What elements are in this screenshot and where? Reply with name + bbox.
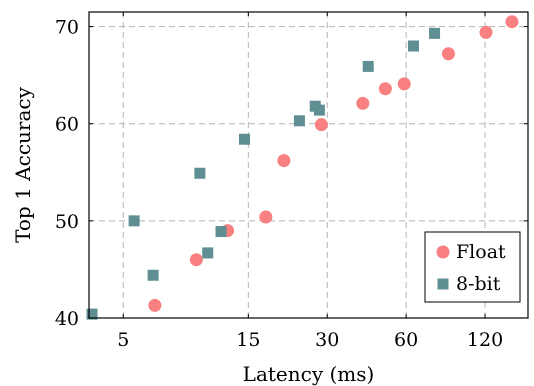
8bit-point [215,226,227,238]
8bit-point [238,133,250,145]
8bit-point [147,269,159,281]
float-point [277,154,291,168]
data-points [86,15,519,320]
legend-float-label: Float [456,241,506,263]
legend: Float 8-bit [424,231,521,303]
grid [89,12,528,318]
x-tick-label: 60 [394,329,418,351]
float-point [314,118,328,132]
float-point [259,210,273,224]
y-tick-label: 50 [55,211,79,233]
float-point [505,15,519,29]
x-tick-label: 120 [467,329,503,351]
8bit-point [194,167,206,179]
8bit-point [293,115,305,127]
legend-box [424,231,521,303]
float-point [148,298,162,312]
y-tick-label: 40 [55,308,79,330]
float-point [378,82,392,96]
8bit-point [128,215,140,227]
float-point [397,77,411,91]
float-point [189,253,203,267]
legend-8bit-label: 8-bit [456,273,501,295]
8bit-point [202,247,214,259]
float-point [356,96,370,110]
8bit-point [86,308,98,320]
float-point [479,25,493,39]
axis-ticks: 5 15 30 60 120 40 50 60 70 [55,12,528,351]
y-axis-label: Top 1 Accuracy [11,86,35,242]
x-tick-label: 30 [315,329,339,351]
8bit-point [429,27,441,39]
legend-8bit-marker [437,278,449,290]
y-tick-label: 70 [55,17,79,39]
x-tick-label: 15 [236,329,260,351]
x-axis-label: Latency (ms) [243,362,375,386]
plot-frame [88,11,529,319]
8bit-point [313,104,325,116]
legend-float-marker [436,245,450,259]
8bit-point [407,40,419,52]
float-point [441,47,455,61]
y-tick-label: 60 [55,114,79,136]
x-tick-label: 5 [117,329,129,351]
8bit-point [362,60,374,72]
